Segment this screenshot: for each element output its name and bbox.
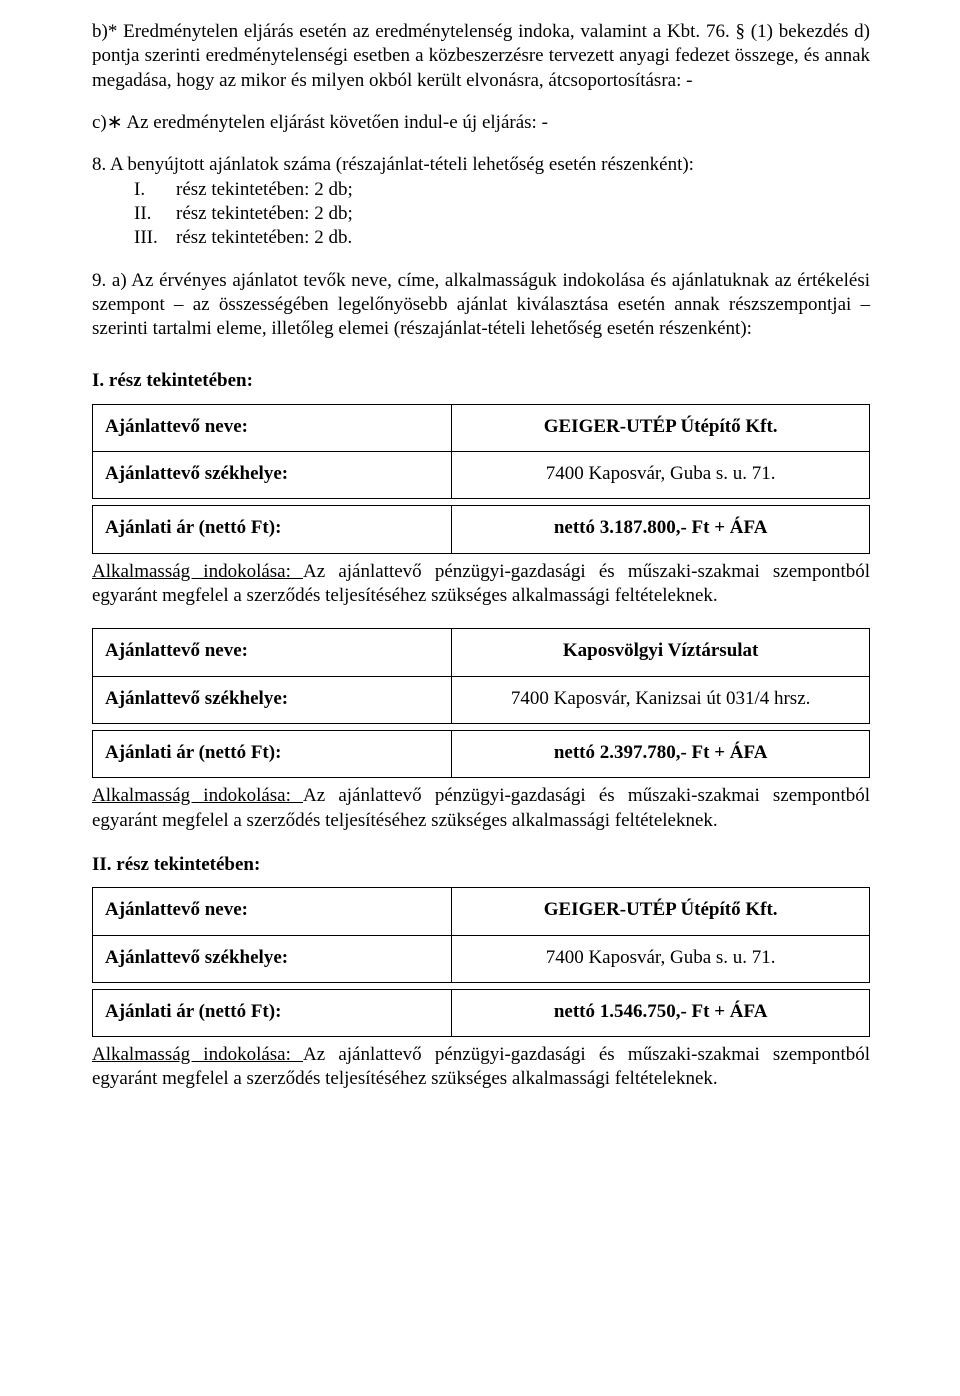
label-name: Ajánlattevő neve: xyxy=(93,629,452,676)
label-price: Ajánlati ár (nettó Ft): xyxy=(93,730,452,777)
bidder-price: nettó 3.187.800,- Ft + ÁFA xyxy=(452,506,870,553)
label-seat: Ajánlattevő székhelye: xyxy=(93,452,452,499)
suitability-note: Alkalmasság indokolása: Az ajánlattevő p… xyxy=(92,560,870,609)
suitability-label: Alkalmasság indokolása: xyxy=(92,785,303,806)
list-item: I. rész tekintetében: 2 db; xyxy=(134,178,870,202)
section-2-head: II. rész tekintetében: xyxy=(92,853,870,877)
bidder-name: GEIGER-UTÉP Útépítő Kft. xyxy=(452,404,870,451)
label-price: Ajánlati ár (nettó Ft): xyxy=(93,989,452,1036)
suitability-note: Alkalmasság indokolása: Az ajánlattevő p… xyxy=(92,784,870,833)
bidder-name: GEIGER-UTÉP Útépítő Kft. xyxy=(452,888,870,935)
label-name: Ajánlattevő neve: xyxy=(93,888,452,935)
price-table: Ajánlati ár (nettó Ft): nettó 1.546.750,… xyxy=(92,989,870,1037)
list-item: II. rész tekintetében: 2 db; xyxy=(134,202,870,226)
suitability-label: Alkalmasság indokolása: xyxy=(92,1044,303,1065)
parts-list: I. rész tekintetében: 2 db; II. rész tek… xyxy=(92,178,870,251)
para-8-intro: 8. A benyújtott ajánlatok száma (részajá… xyxy=(92,153,870,177)
label-seat: Ajánlattevő székhelye: xyxy=(93,935,452,982)
list-num: I. xyxy=(134,178,176,202)
bidder-table: Ajánlattevő neve: GEIGER-UTÉP Útépítő Kf… xyxy=(92,887,870,983)
para-8: 8. A benyújtott ajánlatok száma (részajá… xyxy=(92,153,870,250)
list-num: II. xyxy=(134,202,176,226)
price-table: Ajánlati ár (nettó Ft): nettó 3.187.800,… xyxy=(92,505,870,553)
bidder-seat: 7400 Kaposvár, Guba s. u. 71. xyxy=(452,452,870,499)
para-b: b)* Eredménytelen eljárás esetén az ered… xyxy=(92,20,870,93)
list-item: III. rész tekintetében: 2 db. xyxy=(134,226,870,250)
price-table: Ajánlati ár (nettó Ft): nettó 2.397.780,… xyxy=(92,730,870,778)
bidder-price: nettó 1.546.750,- Ft + ÁFA xyxy=(452,989,870,1036)
list-text: rész tekintetében: 2 db; xyxy=(176,178,353,202)
bidder-table: Ajánlattevő neve: Kaposvölgyi Víztársula… xyxy=(92,628,870,724)
bidder-name: Kaposvölgyi Víztársulat xyxy=(452,629,870,676)
label-seat: Ajánlattevő székhelye: xyxy=(93,676,452,723)
list-num: III. xyxy=(134,226,176,250)
list-text: rész tekintetében: 2 db; xyxy=(176,202,353,226)
label-price: Ajánlati ár (nettó Ft): xyxy=(93,506,452,553)
bidder-seat: 7400 Kaposvár, Guba s. u. 71. xyxy=(452,935,870,982)
bidder-price: nettó 2.397.780,- Ft + ÁFA xyxy=(452,730,870,777)
bidder-seat: 7400 Kaposvár, Kanizsai út 031/4 hrsz. xyxy=(452,676,870,723)
bidder-table: Ajánlattevő neve: GEIGER-UTÉP Útépítő Kf… xyxy=(92,404,870,500)
list-text: rész tekintetében: 2 db. xyxy=(176,226,352,250)
para-9: 9. a) Az érvényes ajánlatot tevők neve, … xyxy=(92,269,870,342)
para-c: c)∗ Az eredménytelen eljárást követően i… xyxy=(92,111,870,135)
suitability-note: Alkalmasság indokolása: Az ajánlattevő p… xyxy=(92,1043,870,1092)
section-1-head: I. rész tekintetében: xyxy=(92,369,870,393)
label-name: Ajánlattevő neve: xyxy=(93,404,452,451)
suitability-label: Alkalmasság indokolása: xyxy=(92,561,303,582)
